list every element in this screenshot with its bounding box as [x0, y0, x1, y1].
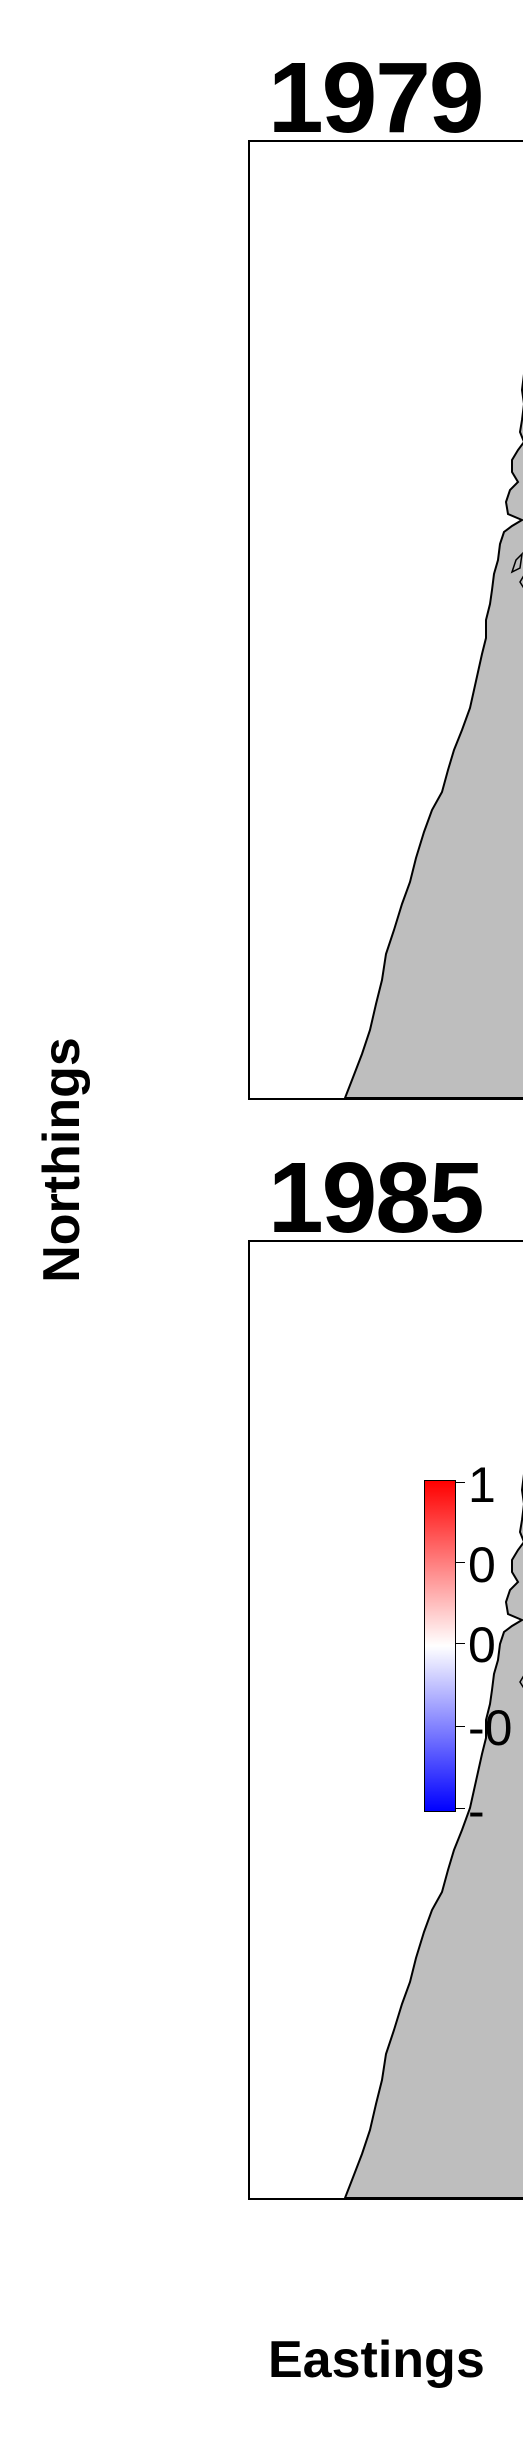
- legend-label: -0: [468, 1700, 513, 1756]
- x-axis-label: Eastings: [268, 2331, 485, 2389]
- legend-label: -: [468, 1783, 485, 1839]
- coastline-map-1985: [343, 1383, 523, 2198]
- island: [519, 575, 523, 589]
- legend-label: 0: [468, 1617, 496, 1673]
- land-mass: [343, 1383, 523, 2198]
- legend-tick: [455, 1808, 465, 1809]
- legend-label: 1: [468, 1457, 496, 1513]
- island: [519, 1675, 523, 1689]
- legend-label: 0: [468, 1537, 496, 1593]
- coastline-map-1979: [343, 283, 523, 1098]
- legend-tick: [455, 1726, 465, 1727]
- legend-tick: [455, 1482, 465, 1483]
- y-axis-label-text: Northings: [33, 1037, 91, 1283]
- map-panel-1985: [248, 1240, 523, 2200]
- panel-title-1985: 1985: [268, 1142, 484, 1254]
- island: [510, 551, 523, 574]
- color-scale-bar: [424, 1480, 456, 1812]
- land-mass: [343, 283, 523, 1098]
- panel-title-1979: 1979: [268, 42, 484, 154]
- legend-tick: [455, 1562, 465, 1563]
- legend-tick: [455, 1643, 465, 1644]
- map-panel-1979: [248, 140, 523, 1100]
